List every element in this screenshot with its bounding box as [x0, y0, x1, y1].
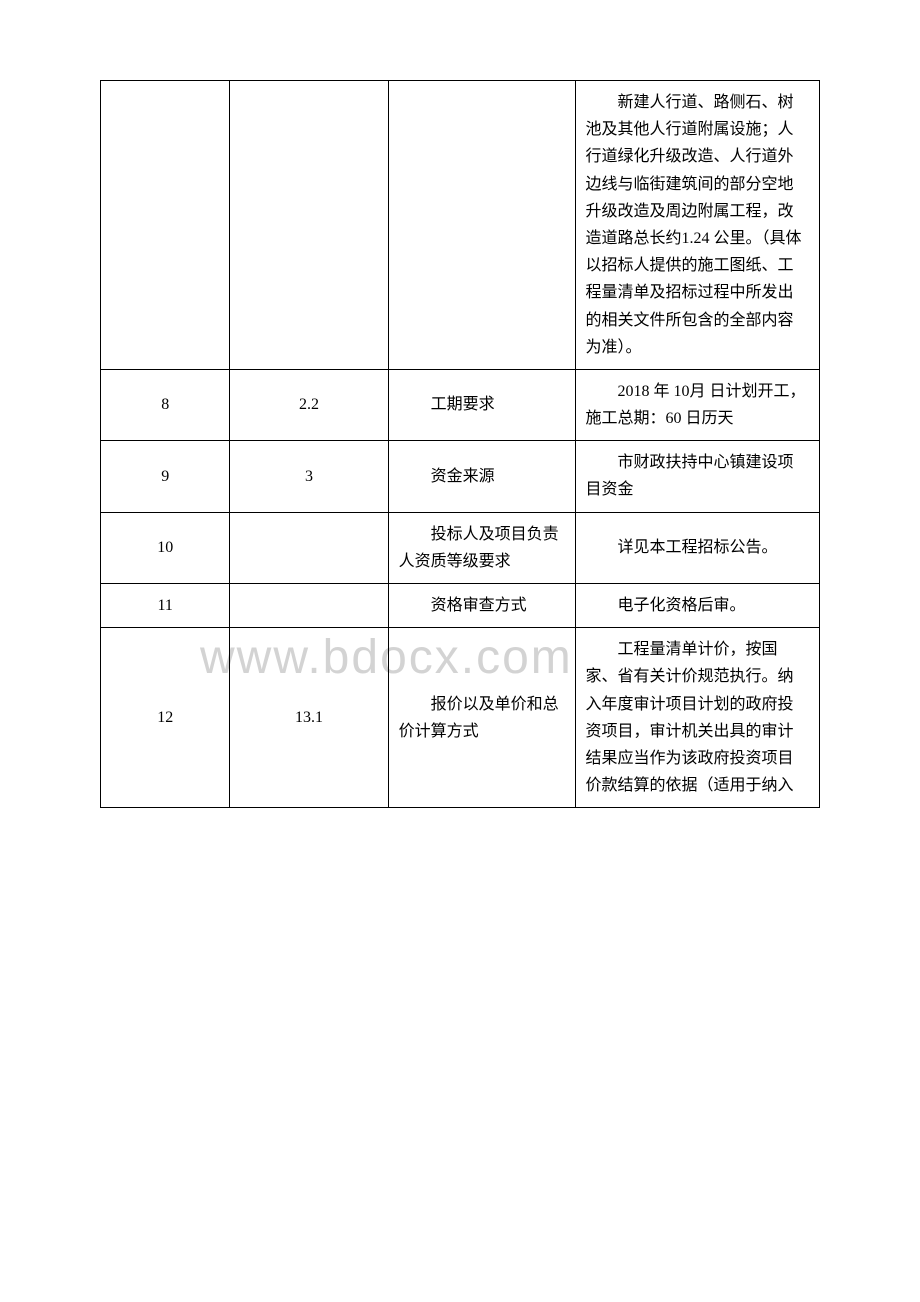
cell-seq: 10	[101, 512, 230, 583]
cell-seq: 8	[101, 369, 230, 440]
table-container: 新建人行道、路侧石、树池及其他人行道附属设施；人行道绿化升级改造、人行道外边线与…	[100, 80, 820, 808]
table-row: 8 2.2 工期要求 2018 年 10月 日计划开工，施工总期：60 日历天	[101, 369, 820, 440]
cell-ref	[230, 584, 388, 628]
cell-ref: 3	[230, 441, 388, 512]
table-row: 10 投标人及项目负责人资质等级要求 详见本工程招标公告。	[101, 512, 820, 583]
cell-item: 投标人及项目负责人资质等级要求	[388, 512, 575, 583]
cell-ref	[230, 512, 388, 583]
cell-ref	[230, 81, 388, 370]
cell-seq: 11	[101, 584, 230, 628]
table-row: 12 13.1 报价以及单价和总价计算方式 工程量清单计价，按国家、省有关计价规…	[101, 628, 820, 808]
cell-content: 市财政扶持中心镇建设项目资金	[575, 441, 819, 512]
cell-item: 工期要求	[388, 369, 575, 440]
cell-content: 新建人行道、路侧石、树池及其他人行道附属设施；人行道绿化升级改造、人行道外边线与…	[575, 81, 819, 370]
cell-item: 资格审查方式	[388, 584, 575, 628]
cell-content: 2018 年 10月 日计划开工，施工总期：60 日历天	[575, 369, 819, 440]
cell-item	[388, 81, 575, 370]
cell-seq: 12	[101, 628, 230, 808]
cell-seq: 9	[101, 441, 230, 512]
cell-ref: 2.2	[230, 369, 388, 440]
cell-ref: 13.1	[230, 628, 388, 808]
table-row: 新建人行道、路侧石、树池及其他人行道附属设施；人行道绿化升级改造、人行道外边线与…	[101, 81, 820, 370]
cell-seq	[101, 81, 230, 370]
table-row: 11 资格审查方式 电子化资格后审。	[101, 584, 820, 628]
cell-item: 报价以及单价和总价计算方式	[388, 628, 575, 808]
data-table: 新建人行道、路侧石、树池及其他人行道附属设施；人行道绿化升级改造、人行道外边线与…	[100, 80, 820, 808]
table-row: 9 3 资金来源 市财政扶持中心镇建设项目资金	[101, 441, 820, 512]
cell-content: 电子化资格后审。	[575, 584, 819, 628]
cell-item: 资金来源	[388, 441, 575, 512]
cell-content: 工程量清单计价，按国家、省有关计价规范执行。纳入年度审计项目计划的政府投资项目，…	[575, 628, 819, 808]
cell-content: 详见本工程招标公告。	[575, 512, 819, 583]
